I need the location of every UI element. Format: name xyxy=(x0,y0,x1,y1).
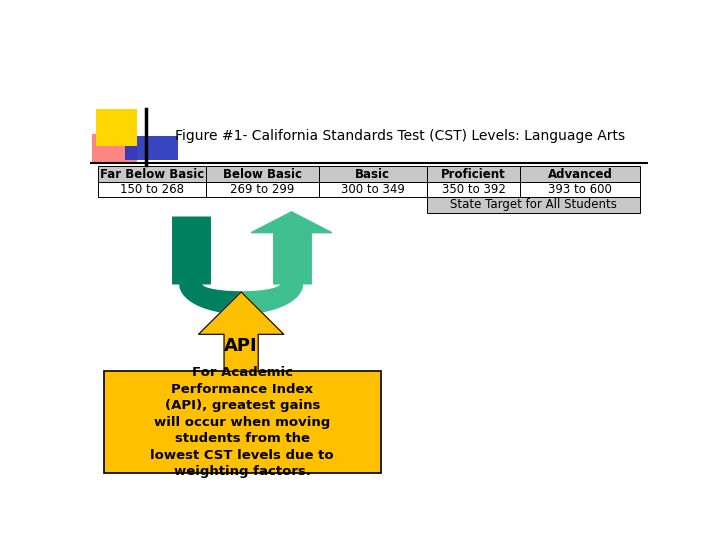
Polygon shape xyxy=(251,212,332,233)
Bar xyxy=(96,110,137,146)
Text: Advanced: Advanced xyxy=(548,167,613,181)
Text: For Academic
Performance Index
(API), greatest gains
will occur when moving
stud: For Academic Performance Index (API), gr… xyxy=(150,366,334,478)
Text: Proficient: Proficient xyxy=(441,167,506,181)
Polygon shape xyxy=(180,284,241,314)
Polygon shape xyxy=(199,292,284,372)
Bar xyxy=(92,134,138,164)
Bar xyxy=(427,182,520,197)
Bar xyxy=(98,182,206,197)
Text: 300 to 349: 300 to 349 xyxy=(341,183,405,196)
Text: Far Below Basic: Far Below Basic xyxy=(100,167,204,181)
Bar xyxy=(427,166,520,182)
Text: 393 to 600: 393 to 600 xyxy=(548,183,612,196)
Text: 150 to 268: 150 to 268 xyxy=(120,183,184,196)
Bar xyxy=(427,197,640,213)
Bar xyxy=(520,166,640,182)
Text: 350 to 392: 350 to 392 xyxy=(441,183,505,196)
Bar xyxy=(319,182,427,197)
Bar xyxy=(206,182,319,197)
Bar xyxy=(104,372,381,473)
Bar xyxy=(125,136,178,160)
Text: Basic: Basic xyxy=(356,167,390,181)
Text: 269 to 299: 269 to 299 xyxy=(230,183,294,196)
Text: API: API xyxy=(225,337,258,355)
Text: Figure #1- California Standards Test (CST) Levels: Language Arts: Figure #1- California Standards Test (CS… xyxy=(175,129,625,143)
Polygon shape xyxy=(241,284,302,314)
Bar xyxy=(98,166,206,182)
Bar xyxy=(319,166,427,182)
Text: Below Basic: Below Basic xyxy=(223,167,302,181)
Text: State Target for All Students: State Target for All Students xyxy=(450,198,617,212)
Bar xyxy=(206,166,319,182)
Bar xyxy=(520,182,640,197)
